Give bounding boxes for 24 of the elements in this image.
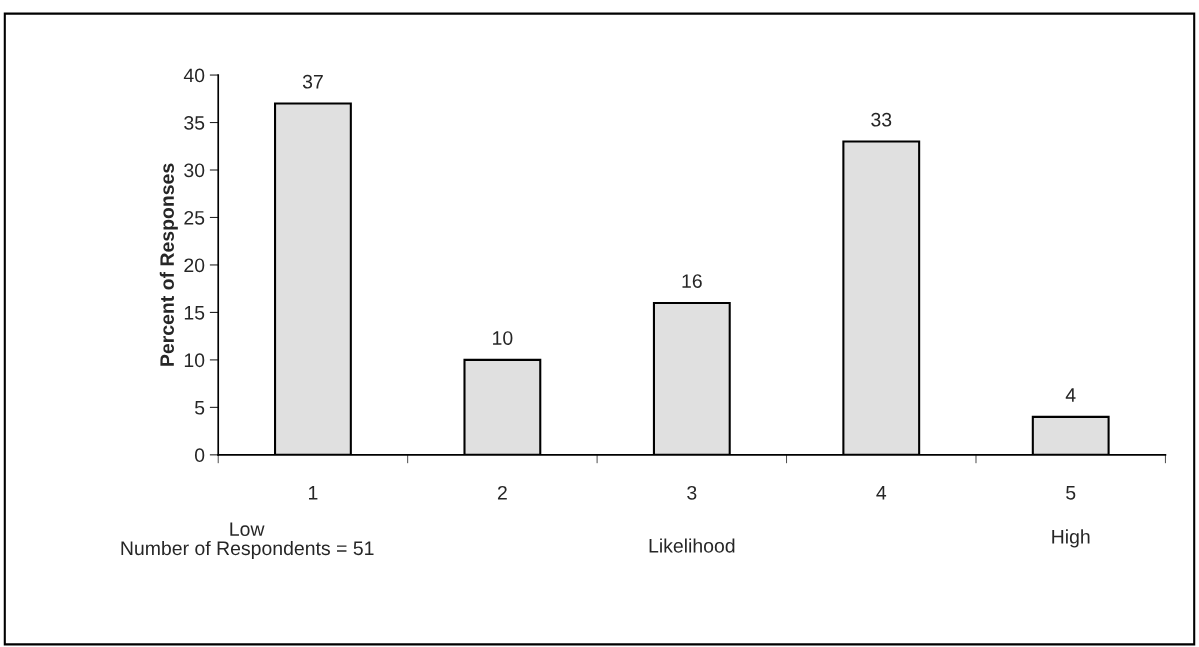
y-axis-title: Percent of Responses — [159, 163, 178, 366]
y-tick-label: 20 — [184, 258, 205, 273]
text: High — [1052, 529, 1090, 548]
x-tick-label: 2 — [497, 485, 507, 500]
x-tick-label: 4 — [876, 486, 887, 500]
text: Low — [230, 522, 265, 537]
y-tick-label: 25 — [184, 210, 205, 225]
data-label: 16 — [682, 274, 702, 288]
data-label: 10 — [493, 331, 513, 345]
y-tick-label: 30 — [184, 163, 205, 178]
y-tick-label: 5 — [194, 401, 205, 415]
x-axis-title: Likelihood — [649, 538, 735, 553]
y-tick-label: 15 — [184, 306, 205, 320]
x-tick-label: 5 — [1066, 486, 1076, 500]
data-label: 4 — [1065, 388, 1076, 402]
x-tick-label: 1 — [309, 486, 318, 500]
x-tick-label: 3 — [687, 485, 697, 500]
data-label: 37 — [302, 74, 323, 89]
data-label: 33 — [871, 112, 892, 127]
y-tick-label: 10 — [184, 353, 205, 368]
text: Number of Respondents = 51 — [121, 540, 374, 560]
y-tick-label: 40 — [183, 68, 205, 83]
y-tick-label: 35 — [184, 115, 205, 130]
y-tick-label: 0 — [194, 448, 205, 463]
